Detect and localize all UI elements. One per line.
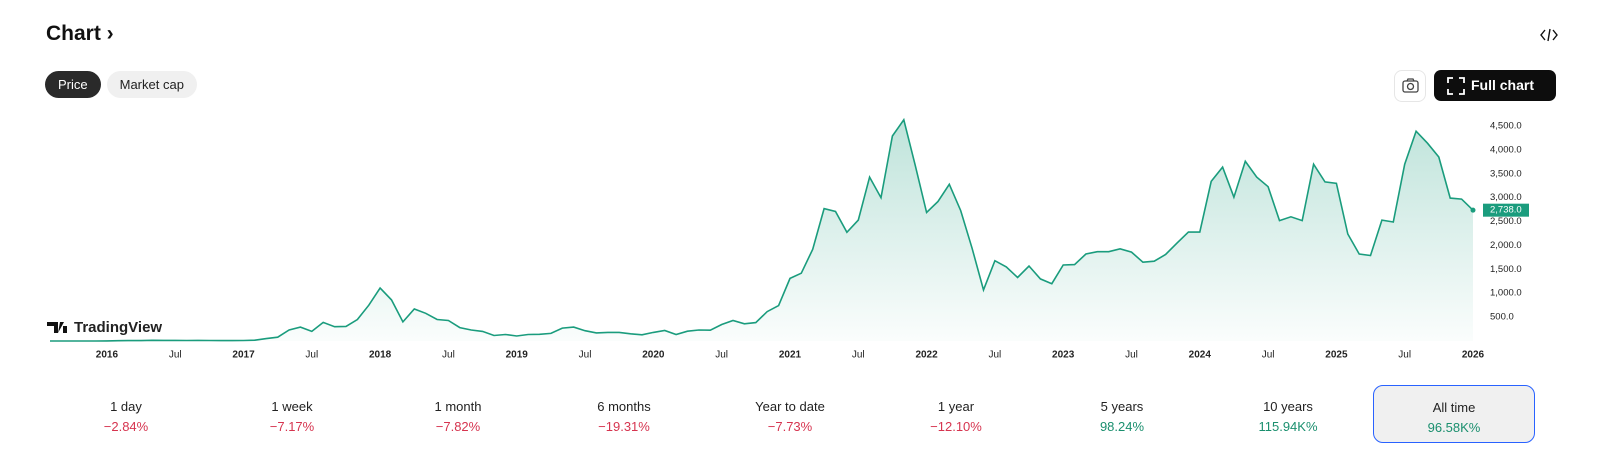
full-chart-button[interactable]: Full chart [1434,70,1556,101]
period-change[interactable]: −12.10% [930,419,982,434]
snapshot-button[interactable] [1394,70,1426,102]
x-tick-label: Jul [169,350,182,361]
last-price-label: 2,738.0 [1490,205,1522,216]
x-tick-label: 2024 [1189,350,1212,361]
x-tick-label: 2020 [642,350,665,361]
period-label[interactable]: All time [1432,400,1476,415]
period-change[interactable]: 98.24% [1099,419,1145,434]
y-tick-label: 2,000.0 [1490,240,1522,251]
price-line [50,117,1474,342]
y-tick-label: 1,500.0 [1490,264,1522,275]
period-change[interactable]: −7.82% [435,419,481,434]
watermark: TradingView [47,319,162,336]
x-tick-label: Jul [852,350,865,361]
x-tick-label: Jul [305,350,318,361]
period-label[interactable]: 1 month [434,399,482,414]
x-tick-label: 2021 [779,350,802,361]
full-chart-label[interactable]: Full chart [1471,77,1535,93]
x-tick-label: Jul [715,350,728,361]
y-tick-label: 500.0 [1490,312,1514,323]
last-point [1470,207,1476,213]
x-tick-label: 2025 [1325,350,1348,361]
period-label[interactable]: 10 years [1263,399,1313,414]
period[interactable]: 1 week −7.17% [211,385,373,443]
tab[interactable]: Market cap [106,71,197,98]
period-change[interactable]: 115.94K% [1258,419,1318,434]
fullscreen-icon [1447,77,1465,95]
period-label[interactable]: 1 year [937,399,975,414]
period[interactable]: 5 years 98.24% [1041,385,1203,443]
x-tick-label: Jul [1262,350,1275,361]
watermark-text: TradingView [74,319,162,336]
period-change[interactable]: −19.31% [598,419,650,434]
x-tick-label: 2017 [232,350,255,361]
period[interactable]: 1 year −12.10% [875,385,1037,443]
period-label[interactable]: 6 months [597,399,651,414]
period[interactable]: 10 years 115.94K% [1207,385,1369,443]
x-tick-label: Jul [988,350,1001,361]
x-tick-label: Jul [1398,350,1411,361]
x-tick-label: Jul [579,350,592,361]
last-price-tag [1483,203,1529,217]
period[interactable]: 1 month −7.82% [377,385,539,443]
x-tick-label: 2019 [506,350,529,361]
x-tick-label: 2023 [1052,350,1075,361]
period-change[interactable]: 96.58K% [1427,420,1481,435]
title[interactable]: Chart › [46,22,114,45]
period-label[interactable]: 1 week [271,399,313,414]
chart: TradingView 500.0 1,000.0 1,500.0 2,000.0 2,… [47,117,1529,361]
area [50,119,1473,341]
title-text[interactable]: Chart [46,22,101,45]
y-tick-label: 4,000.0 [1490,144,1522,155]
period-change[interactable]: −7.73% [767,419,813,434]
period[interactable]: All time 96.58K% [1373,385,1535,443]
period-label[interactable]: 1 day [110,399,142,414]
y-tick-label: 4,500.0 [1490,121,1522,132]
x-tick-label: 2016 [96,350,119,361]
y-tick-label: 2,500.0 [1490,216,1522,227]
x-tick-label: 2022 [915,350,938,361]
period-label[interactable]: 5 years [1100,399,1144,414]
x-tick-label: 2018 [369,350,392,361]
tab[interactable]: Price [45,71,101,98]
y-tick-label: 3,000.0 [1490,192,1522,203]
periods: 1 day −2.84% 1 week −7.17% 1 month −7.82% 6 mo… [45,385,1539,443]
period[interactable]: 6 months −19.31% [543,385,705,443]
x-tick-label: Jul [1125,350,1138,361]
period[interactable]: 1 day −2.84% [45,385,207,443]
x-tick-label: 2026 [1462,350,1485,361]
period-label[interactable]: Year to date [755,399,825,414]
period[interactable]: Year to date −7.73% [709,385,871,443]
y-tick-label: 3,500.0 [1490,168,1522,179]
period-change[interactable]: −2.84% [103,419,149,434]
tabs: Price Market cap [45,71,197,98]
x-tick-label: Jul [442,350,455,361]
period-change[interactable]: −7.17% [269,419,315,434]
embed-icon[interactable] [1540,28,1558,42]
y-tick-label: 1,000.0 [1490,288,1522,299]
